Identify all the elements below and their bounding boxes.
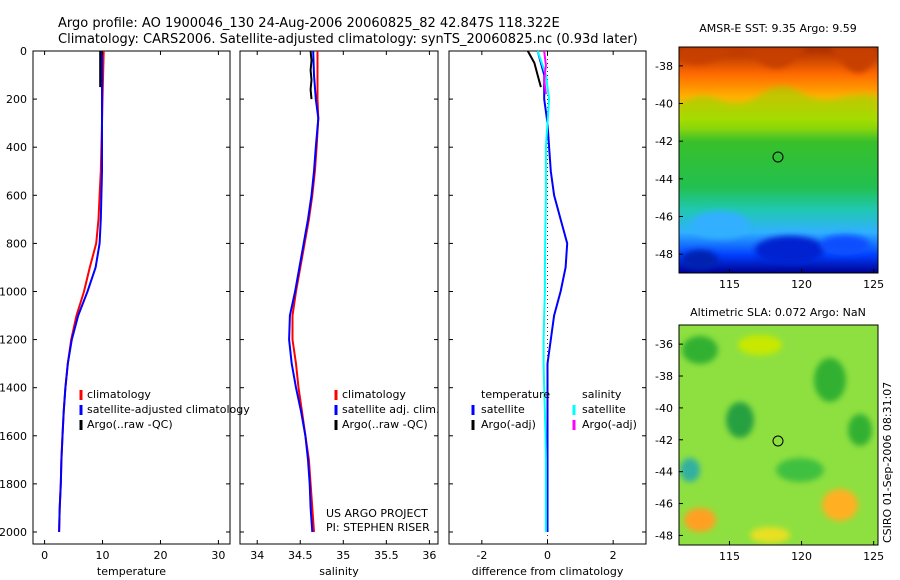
temperature-axes-frame [32,50,231,545]
salinity-series-argo-raw-qc- [309,50,313,100]
depth-tick-label: 0 [20,45,27,58]
depth-tick-label: 600 [6,189,27,202]
depth-tick-label: 1000 [0,285,27,298]
temperature-xlabel: temperature [97,565,166,578]
salinity-xlabel: salinity [319,565,359,578]
salinity-legend-entry: climatology [342,388,406,401]
temperature-legend-entry: climatology [87,388,151,401]
depth-tick-label: 400 [6,141,27,154]
difference-xlabel: difference from climatology [472,565,624,578]
diff-legend-heading: salinity [582,388,622,401]
difference-series-salinity-satellite [536,50,551,532]
project-annotation: PI: STEPHEN RISER [326,521,430,534]
salinity-xtick-label: 36 [422,549,436,562]
sst-argo-marker [772,151,784,163]
depth-tick-label: 200 [6,93,27,106]
sla-map-frame [678,324,879,546]
sla_map-xtick-label: 120 [791,550,812,563]
difference-series-temperature-argo-adj- [526,50,542,88]
temperature-legend-entry: Argo(..raw -QC) [87,418,173,431]
salinity-legend-entry: satellite adj. clim. [342,403,439,416]
depth-tick-label: 800 [6,237,27,250]
salinity-series-satellite-adj-clim- [288,50,320,533]
sst_map-ytick-label: -44 [655,173,673,186]
title-line-1: Argo profile: AO 1900046_130 24-Aug-2006… [58,16,560,31]
diff-legend-entry: Argo(-adj) [481,418,536,431]
sst_map-ytick-label: -48 [655,248,673,261]
sla_map-xtick-label: 115 [719,550,740,563]
sla-argo-marker [772,435,784,447]
salinity-xtick-label: 35 [336,549,350,562]
sst_map-ytick-label: -46 [655,211,673,224]
sla_map-ytick-label: -44 [655,466,673,479]
diff-legend-entry: satellite [481,403,525,416]
sst_map-ytick-label: -40 [655,98,673,111]
diff-legend-heading: temperature [481,388,550,401]
sla_map-ytick-label: -48 [655,529,673,542]
title-line-2: Climatology: CARS2006. Satellite-adjuste… [58,32,638,47]
difference-xtick-label: -2 [476,549,487,562]
temperature-xtick-label: 20 [153,549,167,562]
project-annotation: US ARGO PROJECT [326,507,428,520]
salinity-series-climatology [291,51,320,533]
diff-legend-entry: satellite [582,403,626,416]
sst_map-ytick-label: -38 [655,60,673,73]
sst-map-frame [678,46,879,274]
sst_map-ytick-label: -42 [655,135,673,148]
sla_map-ytick-label: -38 [655,370,673,383]
salinity-xtick-label: 34.5 [288,549,313,562]
temperature-xtick-label: 30 [211,549,225,562]
sst_map-xtick-label: 120 [791,278,812,291]
depth-tick-label: 2000 [0,526,27,539]
temperature-xtick-label: 0 [41,549,48,562]
depth-tick-label: 1200 [0,334,27,347]
sst-map [679,47,878,273]
sla_map-ytick-label: -46 [655,498,673,511]
difference-series-salinity-argo-adj- [543,50,547,95]
sla_map-ytick-label: -42 [655,434,673,447]
temperature-series-climatology [58,50,105,533]
sst-map-title: AMSR-E SST: 9.35 Argo: 9.59 [699,22,857,35]
sla-map [679,325,878,545]
sst_map-xtick-label: 115 [719,278,740,291]
depth-tick-label: 1400 [0,382,27,395]
sla-side-label: CSIRO 01-Sep-2006 08:31:07 [881,382,894,543]
salinity-legend-entry: Argo(..raw -QC) [342,418,428,431]
sst_map-xtick-label: 125 [863,278,884,291]
salinity-axes-frame [239,50,439,545]
sla_map-ytick-label: -36 [655,338,673,351]
difference-series-temperature-satellite [536,50,569,532]
temperature-legend-entry: satellite-adjusted climatology [87,403,250,416]
diff-legend-entry: Argo(-adj) [582,418,637,431]
salinity-xtick-label: 35.5 [374,549,399,562]
difference-xtick-label: 0 [544,549,551,562]
salinity-xtick-label: 34 [250,549,264,562]
sla-map-title: Altimetric SLA: 0.072 Argo: NaN [690,306,866,319]
depth-tick-label: 1600 [0,430,27,443]
temperature-series-satellite-adjusted-climatology [58,51,103,533]
depth-tick-label: 1800 [0,478,27,491]
difference-xtick-label: 2 [610,549,617,562]
sla_map-ytick-label: -40 [655,402,673,415]
temperature-xtick-label: 10 [96,549,110,562]
sla_map-xtick-label: 125 [863,550,884,563]
